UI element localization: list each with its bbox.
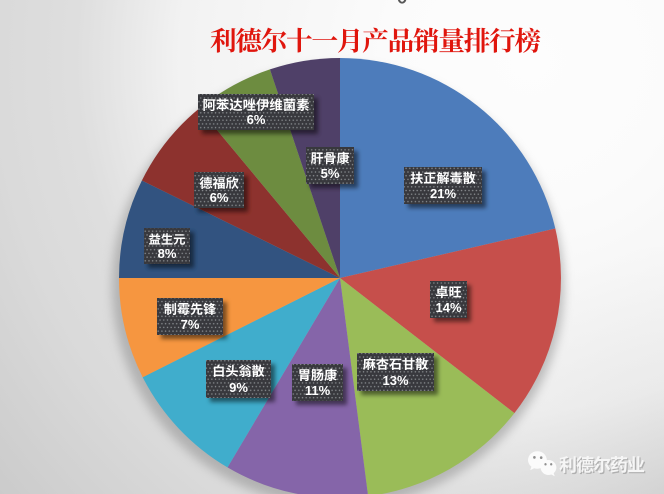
svg-text:14%: 14% bbox=[435, 300, 461, 315]
svg-text:13%: 13% bbox=[382, 373, 408, 388]
svg-text:6%: 6% bbox=[247, 112, 266, 127]
svg-text:11%: 11% bbox=[305, 383, 331, 398]
svg-text:7%: 7% bbox=[181, 317, 200, 332]
svg-text:21%: 21% bbox=[430, 186, 456, 201]
svg-text:8%: 8% bbox=[158, 246, 177, 261]
svg-text:9%: 9% bbox=[229, 380, 248, 395]
svg-text:6%: 6% bbox=[210, 190, 229, 205]
svg-text:5%: 5% bbox=[321, 166, 340, 181]
